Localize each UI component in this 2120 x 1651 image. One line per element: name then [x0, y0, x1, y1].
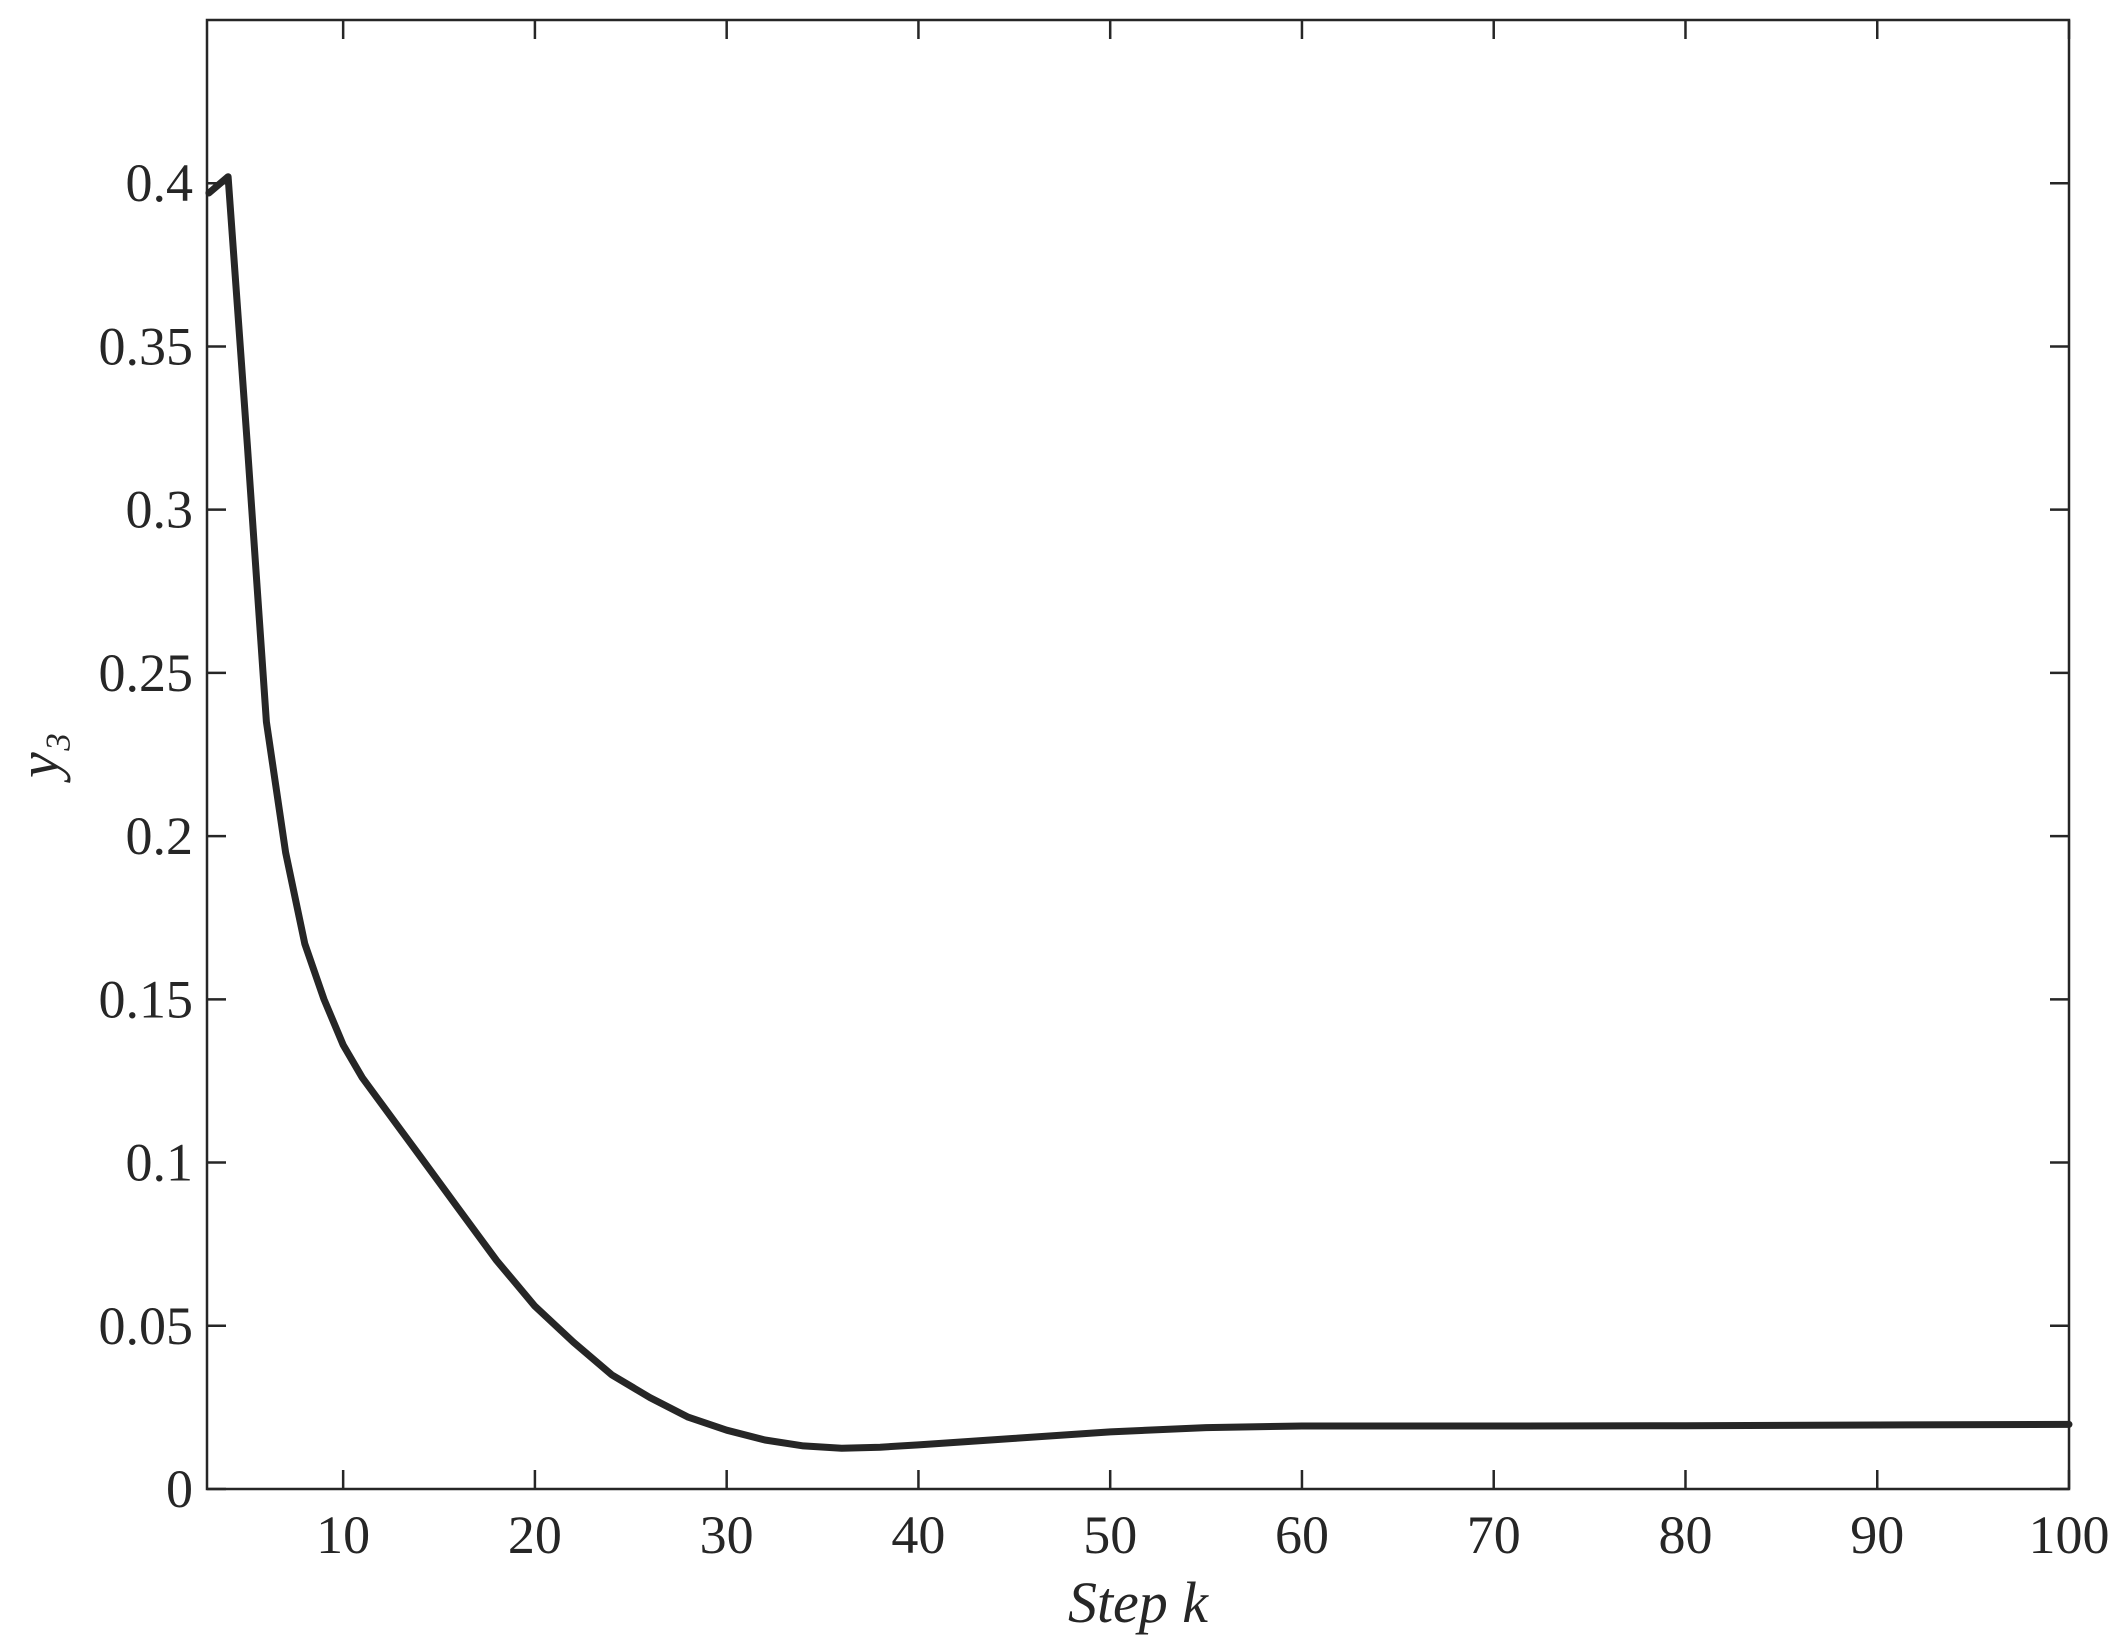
x-tick-label: 30 — [700, 1505, 754, 1565]
y-tick-label: 0.05 — [99, 1296, 194, 1356]
x-tick-label: 100 — [2029, 1505, 2110, 1565]
y-tick-label: 0.25 — [99, 643, 194, 703]
y-tick-label: 0.1 — [126, 1133, 194, 1193]
line — [205, 173, 2073, 1452]
x-tick-label: 70 — [1467, 1505, 1521, 1565]
x-tick-label: 40 — [891, 1505, 945, 1565]
x-tick-label: 50 — [1083, 1505, 1137, 1565]
x-axis-title: Step k — [1068, 1570, 1209, 1635]
y-tick-label: 0.3 — [126, 480, 194, 540]
plot-frame — [205, 18, 2071, 1491]
y-tick-label: 0 — [166, 1459, 193, 1519]
x-tick-label: 90 — [1850, 1505, 1904, 1565]
x-tick-label: 80 — [1658, 1505, 1712, 1565]
y-tick-label: 0.2 — [126, 806, 194, 866]
x-tick-label: 10 — [316, 1505, 370, 1565]
x-tick-label: 20 — [508, 1505, 562, 1565]
y-tick-label: 0.15 — [99, 969, 194, 1029]
x-tick-label: 60 — [1275, 1505, 1329, 1565]
y-tick-label: 0.4 — [126, 153, 194, 213]
y-tick-label: 0.35 — [99, 316, 194, 376]
y-axis-title: y₃ — [6, 732, 71, 783]
